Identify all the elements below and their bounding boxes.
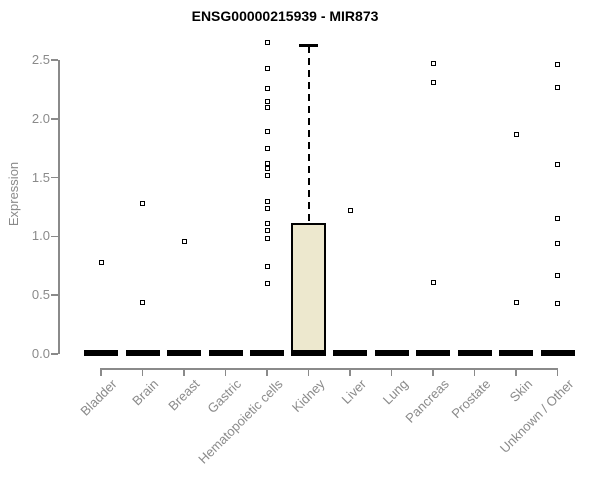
outlier-point <box>98 259 104 265</box>
outlier-point <box>264 228 270 234</box>
outlier-point <box>430 79 436 85</box>
x-tick-mark <box>515 368 517 376</box>
x-tick-mark <box>100 368 102 376</box>
outlier-point <box>555 84 560 90</box>
outlier-point <box>264 85 270 91</box>
outlier-point <box>264 129 270 135</box>
outlier-point <box>347 208 353 214</box>
x-tick-mark <box>266 368 268 376</box>
x-category-label: Breast <box>165 376 203 414</box>
x-tick-mark <box>183 368 185 376</box>
outlier-point <box>181 238 187 244</box>
y-axis-title: Expression <box>6 161 21 227</box>
outlier-point <box>264 172 270 178</box>
y-tick-mark <box>51 176 58 179</box>
outlier-point <box>430 279 436 285</box>
outlier-point <box>264 236 270 242</box>
boxplot-collapsed-box <box>416 350 450 356</box>
outlier-point <box>264 160 270 166</box>
x-tick-mark <box>141 368 144 376</box>
x-tick-mark <box>349 368 351 376</box>
y-tick-label: 0.0 <box>31 346 50 361</box>
outlier-point <box>264 165 270 171</box>
whisker-end-cap <box>299 43 318 47</box>
y-tick-mark <box>51 235 58 238</box>
x-category-label: Brain <box>129 376 162 409</box>
boxplot-collapsed-box <box>125 350 160 356</box>
outlier-point <box>555 216 560 222</box>
outlier-point <box>264 264 270 270</box>
y-tick-label: 1.5 <box>31 169 50 185</box>
boxplot-collapsed-box <box>499 350 533 356</box>
y-tick-label: 2.0 <box>31 110 50 126</box>
outlier-point <box>264 280 270 286</box>
x-category-label: Bladder <box>77 376 120 419</box>
x-category-label: Liver <box>338 376 369 407</box>
outlier-point <box>555 240 560 246</box>
x-tick-mark <box>473 368 476 376</box>
outlier-point <box>264 39 270 45</box>
outlier-point <box>140 299 145 305</box>
y-tick-mark <box>51 294 58 296</box>
boxplot-collapsed-box <box>457 350 492 356</box>
x-category-label: Lung <box>379 376 411 408</box>
outlier-point <box>140 200 145 206</box>
x-category-label: Gastric <box>204 376 245 417</box>
outlier-point <box>555 300 560 306</box>
boxplot-collapsed-box <box>374 350 409 356</box>
y-tick-mark <box>51 59 58 61</box>
outlier-point <box>513 131 519 137</box>
outlier-point <box>264 198 270 204</box>
outlier-point <box>555 272 560 278</box>
boxplot-collapsed-box <box>84 350 118 356</box>
y-tick-label: 0.5 <box>31 287 50 303</box>
outlier-point <box>555 162 560 168</box>
boxplot-collapsed-box <box>540 350 575 356</box>
y-tick-label: 2.5 <box>31 52 50 67</box>
boxplot-collapsed-box <box>208 350 243 356</box>
outlier-point <box>264 104 270 110</box>
outlier-point <box>513 299 519 305</box>
y-tick-mark <box>51 118 58 120</box>
x-category-label: Skin <box>506 376 535 405</box>
x-tick-mark <box>307 368 310 376</box>
outlier-point <box>264 205 270 211</box>
boxplot-collapsed-box <box>333 350 367 356</box>
x-category-label: Kidney <box>288 376 328 416</box>
boxplot-collapsed-box <box>250 350 284 356</box>
chart-title: ENSG00000215939 - MIR873 <box>191 8 379 24</box>
outlier-point <box>555 62 560 68</box>
x-axis-line <box>100 368 558 370</box>
outlier-point <box>264 220 270 226</box>
outlier-point <box>430 61 436 67</box>
x-category-label: Pancreas <box>402 376 452 426</box>
outlier-point <box>264 145 270 151</box>
outlier-point <box>264 65 270 71</box>
outlier-point <box>264 98 270 104</box>
y-axis-line <box>58 60 60 354</box>
boxplot-median-line <box>291 350 326 356</box>
x-category-label: Unknown / Other <box>496 376 577 456</box>
boxplot-box <box>291 223 326 356</box>
x-tick-mark <box>432 368 434 376</box>
x-category-label: Hematopoietic cells <box>195 376 286 467</box>
y-tick-mark <box>51 353 58 355</box>
y-tick-label: 1.0 <box>31 228 50 244</box>
x-tick-mark <box>556 368 559 376</box>
x-tick-mark <box>224 368 227 376</box>
x-category-label: Prostate <box>448 376 494 422</box>
boxplot-upper-whisker <box>307 45 310 224</box>
boxplot-collapsed-box <box>167 350 201 356</box>
x-tick-mark <box>390 368 393 376</box>
